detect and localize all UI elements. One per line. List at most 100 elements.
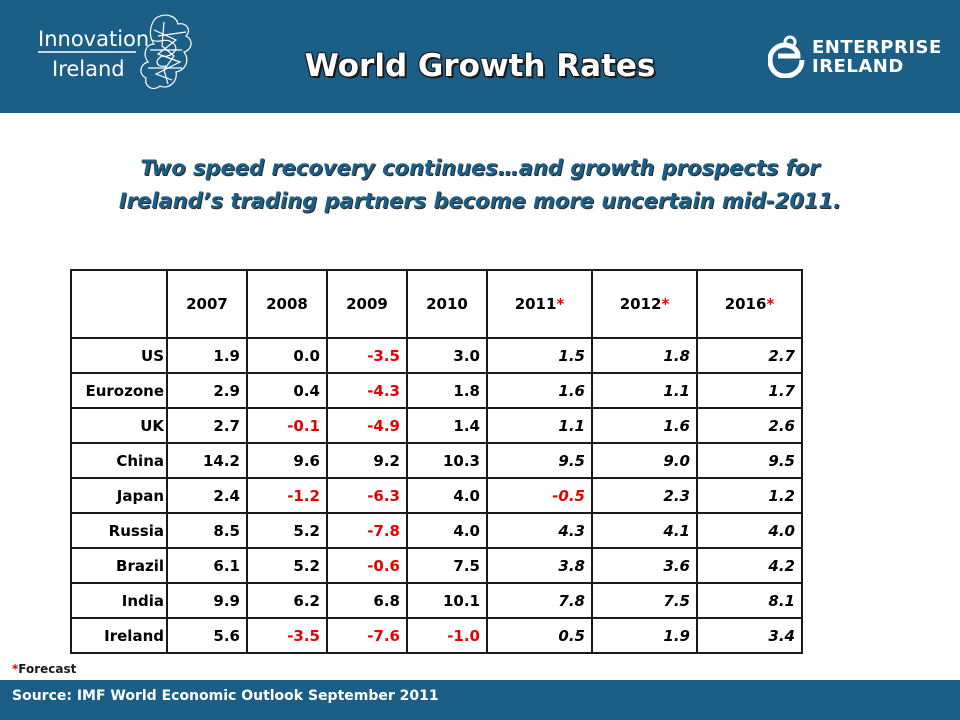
value-cell: -7.6 — [326, 617, 408, 654]
value-cell: 8.5 — [166, 512, 248, 549]
value-cell: 6.8 — [326, 582, 408, 619]
value-cell: 6.2 — [246, 582, 328, 619]
value-cell: 2.4 — [166, 477, 248, 514]
value-cell: 9.2 — [326, 442, 408, 479]
value-cell: 3.8 — [486, 547, 593, 584]
forecast-footnote: *Forecast — [12, 662, 76, 676]
value-cell: 5.6 — [166, 617, 248, 654]
value-cell: 14.2 — [166, 442, 248, 479]
value-cell: -1.2 — [246, 477, 328, 514]
value-cell: 0.0 — [246, 337, 328, 374]
value-cell: 1.6 — [591, 407, 698, 444]
logo-right-line2: IRELAND — [812, 56, 904, 77]
value-cell: 2.6 — [696, 407, 803, 444]
header-year-2016: 2016* — [696, 269, 803, 339]
growth-rates-table: 2007 2008 2009 2010 2011* 2012* 2016* US… — [70, 269, 803, 654]
table-row: Brazil 6.1 5.2 -0.6 7.5 3.8 3.6 4.2 — [70, 547, 803, 584]
table-row: Japan 2.4 -1.2 -6.3 4.0 -0.5 2.3 1.2 — [70, 477, 803, 514]
footnote-text: Forecast — [18, 662, 77, 676]
source-text: Source: IMF World Economic Outlook Septe… — [12, 688, 439, 704]
header-year-2008: 2008 — [246, 269, 328, 339]
value-cell: 7.5 — [406, 547, 488, 584]
logo-right-line1: ENTERPRISE — [812, 37, 942, 58]
value-cell: 4.0 — [696, 512, 803, 549]
value-cell: -0.5 — [486, 477, 593, 514]
value-cell: 7.8 — [486, 582, 593, 619]
table-body: US 1.9 0.0 -3.5 3.0 1.5 1.8 2.7 Eurozone 2.9 0.4 -4… — [70, 337, 803, 654]
header-bar: Innovation Ireland World Growth Rates EN… — [0, 0, 960, 113]
country-cell: UK — [70, 407, 168, 444]
source-bar — [0, 680, 960, 720]
enterprise-ireland-wordmark: ENTERPRISE IRELAND — [812, 38, 942, 76]
value-cell: -0.1 — [246, 407, 328, 444]
header-corner-cell — [70, 269, 168, 339]
logo-left-line2: Ireland — [52, 57, 125, 81]
value-cell: 9.5 — [696, 442, 803, 479]
logo-left-line1: Innovation — [38, 27, 149, 51]
table-row: Ireland 5.6 -3.5 -7.6 -1.0 0.5 1.9 3.4 — [70, 617, 803, 654]
value-cell: 9.0 — [591, 442, 698, 479]
value-cell: 2.7 — [166, 407, 248, 444]
value-cell: 10.3 — [406, 442, 488, 479]
value-cell: 7.5 — [591, 582, 698, 619]
country-cell: Japan — [70, 477, 168, 514]
page-title: World Growth Rates — [304, 48, 656, 84]
value-cell: -6.3 — [326, 477, 408, 514]
value-cell: -4.3 — [326, 372, 408, 409]
value-cell: 1.9 — [166, 337, 248, 374]
ireland-map-icon — [140, 14, 192, 90]
value-cell: 5.2 — [246, 547, 328, 584]
value-cell: -3.5 — [326, 337, 408, 374]
value-cell: 1.8 — [591, 337, 698, 374]
header-year-2007: 2007 — [166, 269, 248, 339]
country-cell: US — [70, 337, 168, 374]
value-cell: -3.5 — [246, 617, 328, 654]
value-cell: 4.0 — [406, 477, 488, 514]
header-year-2012: 2012* — [591, 269, 698, 339]
value-cell: -7.8 — [326, 512, 408, 549]
table-row: Russia 8.5 5.2 -7.8 4.0 4.3 4.1 4.0 — [70, 512, 803, 549]
subtitle-line2: Ireland’s trading partners become more u… — [118, 189, 842, 213]
value-cell: 4.0 — [406, 512, 488, 549]
value-cell: 10.1 — [406, 582, 488, 619]
value-cell: 1.8 — [406, 372, 488, 409]
header-year-2009: 2009 — [326, 269, 408, 339]
value-cell: 1.5 — [486, 337, 593, 374]
footnote-star: * — [12, 662, 19, 676]
table-header-row: 2007 2008 2009 2010 2011* 2012* 2016* — [70, 269, 803, 339]
enterprise-swirl-icon — [768, 35, 805, 78]
enterprise-ireland-logo: ENTERPRISE IRELAND — [768, 34, 941, 80]
value-cell: 6.1 — [166, 547, 248, 584]
value-cell: 2.7 — [696, 337, 803, 374]
country-cell: Ireland — [70, 617, 168, 654]
innovation-ireland-logo: Innovation Ireland — [38, 14, 192, 90]
country-cell: Eurozone — [70, 372, 168, 409]
country-cell: Brazil — [70, 547, 168, 584]
value-cell: 1.6 — [486, 372, 593, 409]
value-cell: 1.4 — [406, 407, 488, 444]
value-cell: 0.4 — [246, 372, 328, 409]
value-cell: -1.0 — [406, 617, 488, 654]
header-year-2011: 2011* — [486, 269, 593, 339]
value-cell: 3.0 — [406, 337, 488, 374]
value-cell: 8.1 — [696, 582, 803, 619]
value-cell: 2.9 — [166, 372, 248, 409]
value-cell: 4.3 — [486, 512, 593, 549]
value-cell: 9.6 — [246, 442, 328, 479]
value-cell: 1.9 — [591, 617, 698, 654]
country-cell: China — [70, 442, 168, 479]
header-year-2010: 2010 — [406, 269, 488, 339]
value-cell: 9.9 — [166, 582, 248, 619]
table-row: UK 2.7 -0.1 -4.9 1.4 1.1 1.6 2.6 — [70, 407, 803, 444]
value-cell: 2.3 — [591, 477, 698, 514]
value-cell: 4.2 — [696, 547, 803, 584]
value-cell: 3.4 — [696, 617, 803, 654]
value-cell: 5.2 — [246, 512, 328, 549]
value-cell: -4.9 — [326, 407, 408, 444]
table-row: US 1.9 0.0 -3.5 3.0 1.5 1.8 2.7 — [70, 337, 803, 374]
value-cell: 0.5 — [486, 617, 593, 654]
table-row: India 9.9 6.2 6.8 10.1 7.8 7.5 8.1 — [70, 582, 803, 619]
country-cell: India — [70, 582, 168, 619]
value-cell: -0.6 — [326, 547, 408, 584]
value-cell: 1.7 — [696, 372, 803, 409]
